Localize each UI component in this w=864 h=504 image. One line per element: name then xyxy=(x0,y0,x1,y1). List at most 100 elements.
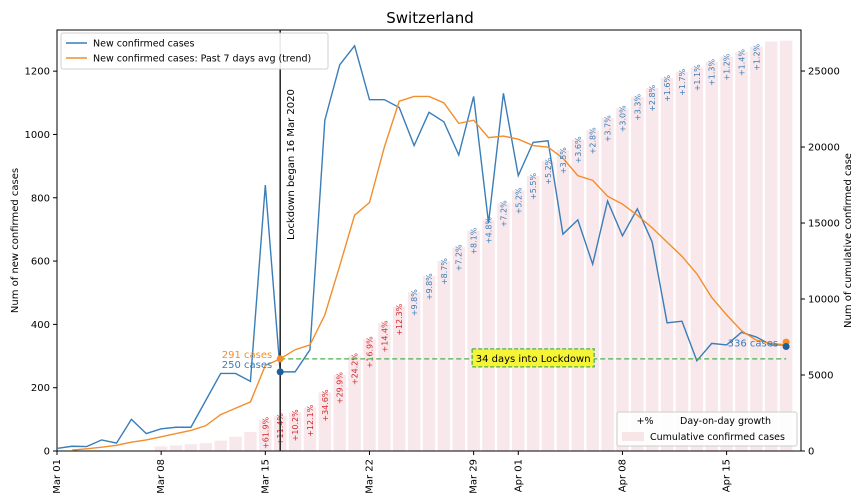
legend-cumulative-swatch xyxy=(622,432,644,441)
growth-label: +3.6% xyxy=(574,136,583,163)
growth-label: +14.4% xyxy=(380,320,389,353)
growth-label: +16.9% xyxy=(365,336,374,369)
axes: 0 200 400 600 800 1000 1200 0 5000 10000 15000 2000… xyxy=(10,29,854,494)
growth-label: +1.1% xyxy=(693,64,702,91)
blue-point xyxy=(276,368,284,376)
growth-label: +24.2% xyxy=(351,353,360,386)
growth-label: +3.3% xyxy=(633,93,642,120)
cumulative-bar xyxy=(779,40,793,452)
cumulative-bar xyxy=(348,356,361,451)
growth-label: +3.5% xyxy=(559,147,568,174)
x-tick-label: Mar 15 xyxy=(260,459,271,494)
series-lines xyxy=(56,44,787,451)
cumulative-bar xyxy=(705,61,718,452)
chart-title: Switzerland xyxy=(386,9,474,27)
growth-label: +3.7% xyxy=(604,115,613,142)
orange-value-label: 291 cases xyxy=(222,350,272,361)
cumulative-bar xyxy=(318,392,332,451)
growth-label: +5.2% xyxy=(514,187,523,214)
end-value-label: 336 cases xyxy=(728,339,778,350)
y-right-tick-label: 20000 xyxy=(808,143,840,154)
x-tick-label: Mar 08 xyxy=(156,459,167,494)
cumulative-bar xyxy=(363,339,376,451)
y-right-tick-label: 5000 xyxy=(808,371,833,382)
growth-label: +61.9% xyxy=(261,416,270,449)
growth-label: +5.2% xyxy=(544,157,553,184)
y-left-tick-label: 200 xyxy=(31,383,50,394)
y-left-tick-label: 600 xyxy=(31,257,50,268)
growth-label: +29.9% xyxy=(336,372,345,405)
growth-label: +1.7% xyxy=(678,68,687,95)
legend-top-label: New confirmed cases xyxy=(93,39,195,50)
x-tick-label: Apr 01 xyxy=(513,459,524,492)
days-box xyxy=(471,348,595,368)
cumulative-bar xyxy=(690,67,704,452)
cumulative-bar xyxy=(259,419,272,451)
series-line-7day-avg xyxy=(71,95,787,451)
cumulative-bar xyxy=(437,261,451,451)
cumulative-bar xyxy=(541,160,555,451)
growth-label: +2.8% xyxy=(589,127,598,154)
x-tick-label: Apr 15 xyxy=(722,459,733,492)
growth-label: +9.8% xyxy=(425,273,434,300)
growth-label: +1.6% xyxy=(663,74,672,101)
cumulative-bar xyxy=(526,175,540,452)
cumulative-bar xyxy=(586,130,599,451)
cumulative-bar xyxy=(675,71,689,452)
days-box-label: 34 days into Lockdown xyxy=(476,354,591,365)
legend-cumulative-label: Cumulative confirmed cases xyxy=(650,432,785,443)
growth-label: +1.2% xyxy=(723,53,732,80)
legend-growth-symbol: +% xyxy=(637,416,654,427)
y-right-tick-label: 15000 xyxy=(808,219,840,230)
cumulative-bar xyxy=(407,292,421,451)
cumulative-bar xyxy=(660,77,674,451)
growth-label: +1.4% xyxy=(737,49,746,76)
growth-label: +2.8% xyxy=(648,84,657,111)
cumulative-bar xyxy=(452,247,466,451)
y-right-tick-label: 0 xyxy=(808,447,814,458)
cumulative-bar xyxy=(303,407,317,451)
y-left-tick-label: 400 xyxy=(31,320,50,331)
cumulative-bar xyxy=(422,276,436,451)
growth-label: +8.1% xyxy=(470,227,479,254)
legends: New confirmed cases New confirmed cases: … xyxy=(60,32,798,447)
y-left-tick-label: 1200 xyxy=(25,67,50,78)
end-blue-point xyxy=(782,343,790,351)
x-tick-label: Mar 22 xyxy=(364,459,375,494)
y-right-axis-label: Num of cumulative confirmed case xyxy=(843,153,854,328)
cumulative-bar xyxy=(333,375,346,451)
cumulative-bar xyxy=(229,436,242,451)
growth-label: +7.2% xyxy=(499,200,508,227)
cumulative-bar xyxy=(735,52,748,452)
cumulative-bar xyxy=(154,446,168,451)
cumulative-bar xyxy=(556,150,570,451)
y-left-tick-label: 1000 xyxy=(25,130,50,141)
cumulative-bar xyxy=(645,87,659,451)
y-left-tick-label: 0 xyxy=(44,447,50,458)
cumulative-bar xyxy=(750,46,763,451)
cumulative-bar xyxy=(482,219,495,451)
legend-bottom-box xyxy=(616,411,798,447)
x-tick-label: Mar 29 xyxy=(469,459,480,494)
growth-label: +1.3% xyxy=(708,59,717,86)
cumulative-bars xyxy=(154,40,793,452)
growth-label: +34.6% xyxy=(321,389,330,422)
legend-growth-label: Day-on-day growth xyxy=(680,416,771,427)
plot-frame xyxy=(56,29,802,452)
cumulative-bar xyxy=(571,139,585,451)
growth-label: +5.5% xyxy=(529,173,538,200)
growth-label: +12.1% xyxy=(306,404,315,437)
cumulative-bar xyxy=(214,440,227,451)
growth-label: +12.3% xyxy=(395,303,404,336)
cumulative-bar xyxy=(288,412,302,451)
legend-top-box xyxy=(60,32,329,70)
cumulative-bar xyxy=(512,190,525,451)
lockdown-label: Lockdown began 16 Mar 2020 xyxy=(286,89,297,240)
cumulative-bar xyxy=(764,41,778,451)
cumulative-bar xyxy=(378,323,391,451)
orange-point xyxy=(276,355,284,363)
cumulative-bar xyxy=(601,118,614,452)
growth-label: +1.2% xyxy=(752,43,761,70)
